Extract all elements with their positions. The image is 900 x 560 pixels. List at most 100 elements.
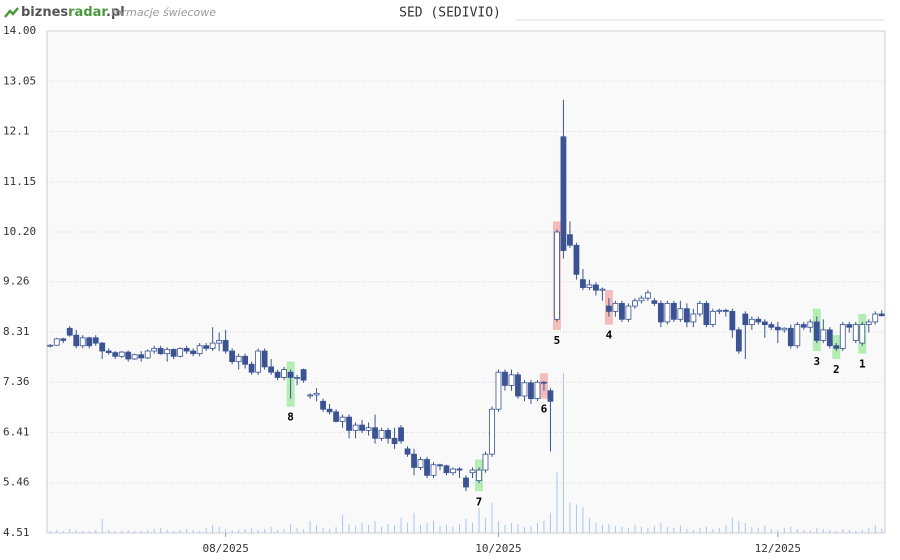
- volume-bar: [218, 526, 220, 533]
- y-tick-label: 9.26: [3, 275, 30, 288]
- candle-body: [722, 309, 729, 312]
- y-tick-label: 8.31: [3, 325, 30, 338]
- plot-area: [46, 30, 886, 534]
- volume-bar: [238, 529, 240, 533]
- volume-bar: [147, 529, 149, 533]
- candle-body: [404, 448, 411, 455]
- pattern-label: 7: [476, 495, 483, 508]
- pattern-label: 4: [606, 329, 613, 342]
- volume-bar: [205, 527, 207, 533]
- candle-body: [398, 427, 404, 442]
- candle-body: [528, 382, 534, 400]
- volume-bar: [257, 529, 259, 533]
- candle-body: [703, 303, 710, 325]
- candle-body: [813, 321, 820, 341]
- candle-body: [709, 310, 716, 325]
- candle-body: [534, 381, 541, 400]
- candle-body: [281, 369, 288, 378]
- pattern-label: 1: [859, 358, 866, 371]
- candle-body: [489, 408, 495, 455]
- candle-body: [177, 347, 184, 357]
- candle-body: [287, 371, 294, 378]
- volume-bar: [829, 529, 831, 533]
- candle-body: [99, 342, 106, 352]
- volume-bar: [426, 522, 428, 533]
- candle-body: [664, 303, 671, 323]
- volume-bar: [783, 527, 785, 533]
- y-tick-label: 14.00: [3, 24, 36, 37]
- candle-body: [144, 350, 151, 359]
- volume-bar: [407, 522, 409, 533]
- volume-bar: [420, 524, 422, 533]
- volume-bar: [699, 527, 701, 533]
- candle-body: [164, 349, 171, 355]
- candle-body: [846, 324, 853, 328]
- candle-body: [560, 136, 567, 251]
- candle-body: [73, 334, 80, 347]
- candle-body: [774, 326, 781, 331]
- candle-body: [261, 350, 268, 368]
- volume-bar: [225, 528, 227, 533]
- candle-body: [787, 327, 794, 347]
- volume-bar: [452, 526, 454, 533]
- volume-bar: [634, 524, 636, 533]
- volume-bar: [673, 527, 675, 533]
- volume-bar: [530, 525, 532, 533]
- candle-body: [216, 340, 223, 344]
- candle-body: [320, 400, 326, 410]
- volume-bar: [309, 520, 311, 533]
- volume-bar: [640, 526, 642, 533]
- pattern-label: 3: [813, 355, 820, 368]
- candle-body: [755, 318, 762, 323]
- volume-bar: [459, 523, 461, 533]
- candle-body: [826, 329, 833, 347]
- candle-body: [300, 369, 307, 381]
- volume-bar: [588, 517, 590, 533]
- candle-body: [235, 355, 242, 363]
- candle-body: [800, 324, 807, 328]
- candle-body: [872, 313, 879, 323]
- volume-bar: [744, 522, 746, 533]
- candle-body: [411, 453, 417, 468]
- y-tick-label: 7.36: [3, 375, 30, 388]
- candle-body: [79, 337, 86, 347]
- volume-bar: [361, 522, 363, 533]
- candle-body: [606, 305, 612, 312]
- candle-body: [476, 469, 482, 482]
- volume-bar: [686, 528, 688, 533]
- candle-body: [683, 308, 690, 323]
- candle-body: [495, 371, 502, 410]
- candle-body: [170, 349, 177, 357]
- volume-bar: [738, 520, 740, 533]
- volume-bar: [504, 524, 506, 533]
- candle-body: [385, 429, 391, 439]
- volume-bar: [777, 529, 779, 533]
- volume-bar: [95, 529, 97, 533]
- y-tick-label: 5.46: [3, 476, 30, 489]
- y-tick-label: 11.15: [3, 175, 36, 188]
- volume-bar: [621, 526, 623, 533]
- volume-bar: [484, 517, 486, 533]
- candle-body: [586, 284, 593, 288]
- x-tick-label: 12/2025: [755, 542, 801, 555]
- volume-bar: [303, 528, 305, 533]
- candle-body: [690, 313, 697, 323]
- volume-bar: [355, 525, 357, 533]
- candle-body: [294, 377, 301, 379]
- volume-bar: [75, 529, 77, 533]
- volume-bar: [614, 525, 616, 533]
- candle-body: [820, 329, 827, 341]
- volume-bar: [82, 530, 84, 533]
- pattern-label: 5: [554, 334, 561, 347]
- candle-body: [521, 382, 528, 397]
- candle-body: [105, 350, 112, 354]
- pattern-label: 6: [541, 403, 548, 416]
- volume-bar: [569, 502, 571, 533]
- volume-bar: [290, 523, 292, 533]
- candle-body: [365, 427, 372, 431]
- candle-body: [86, 337, 93, 347]
- logo-icon: [4, 7, 19, 18]
- candle-body: [242, 355, 249, 365]
- candle-body: [248, 363, 255, 373]
